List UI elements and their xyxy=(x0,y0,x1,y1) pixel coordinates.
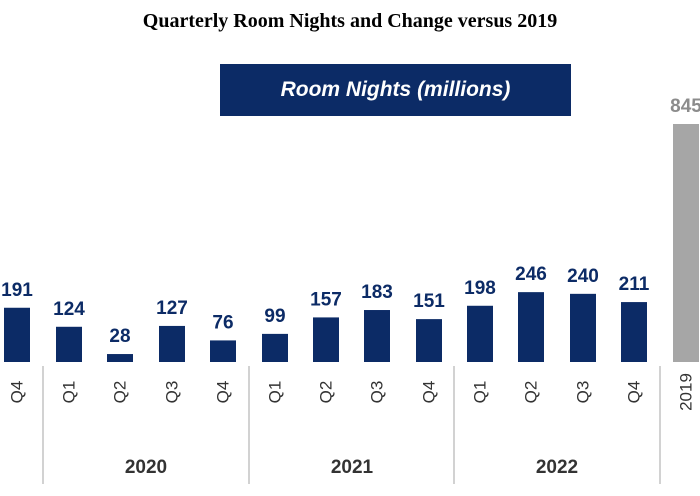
value-label-12: 211 xyxy=(619,274,650,295)
value-label-7: 183 xyxy=(361,282,393,303)
bar-4 xyxy=(210,340,236,362)
tick-label-7: Q3 xyxy=(368,381,387,404)
value-label-0: 191 xyxy=(1,280,33,301)
tick-label-10: Q2 xyxy=(522,381,541,404)
tick-label-4: Q4 xyxy=(214,381,233,404)
bar-10 xyxy=(518,292,544,362)
bar-0 xyxy=(4,307,30,362)
bar-3 xyxy=(159,325,185,362)
tick-label-3: Q3 xyxy=(163,381,182,404)
value-label-6: 157 xyxy=(310,289,342,310)
bar-2 xyxy=(107,354,133,362)
bar-6 xyxy=(313,317,339,362)
tick-label-9: Q1 xyxy=(471,381,490,404)
bar-9 xyxy=(467,305,493,362)
bar-5 xyxy=(262,333,288,362)
value-label-2: 28 xyxy=(109,326,130,347)
value-label-13: 845 xyxy=(670,96,700,117)
value-label-5: 99 xyxy=(264,306,285,327)
bar-12 xyxy=(621,302,647,362)
value-label-9: 198 xyxy=(464,278,496,299)
legend-label: Room Nights (millions) xyxy=(280,78,511,101)
tick-label-11: Q3 xyxy=(574,381,593,404)
tick-label-2: Q2 xyxy=(111,381,130,404)
bar-13 xyxy=(673,124,699,362)
value-label-11: 240 xyxy=(567,266,599,287)
value-label-10: 246 xyxy=(515,264,547,285)
tick-label-12: Q4 xyxy=(625,381,644,404)
chart-title: Quarterly Room Nights and Change versus … xyxy=(142,10,558,32)
tick-label-0: Q4 xyxy=(8,381,27,404)
legend-box: Room Nights (millions) xyxy=(220,64,571,116)
bar-1 xyxy=(56,326,82,362)
bars-group: 191 124 28 127 76 99 157 183 151 198 246 240 211 845 xyxy=(1,96,700,362)
value-label-3: 127 xyxy=(156,298,188,319)
bar-8 xyxy=(416,319,442,362)
axis-group: Q4 Q1 Q2 Q3 Q4 Q1 Q2 Q3 Q4 Q1 Q2 Q3 Q4 2019 2020 2021 20… xyxy=(8,366,696,484)
tick-label-13: 2019 xyxy=(677,373,696,411)
year-label-2022: 2022 xyxy=(536,457,578,478)
bar-11 xyxy=(570,293,596,362)
year-label-2021: 2021 xyxy=(331,457,374,478)
tick-label-5: Q1 xyxy=(266,381,285,404)
tick-label-1: Q1 xyxy=(60,381,79,404)
value-label-8: 151 xyxy=(413,291,445,312)
bar-7 xyxy=(364,310,390,362)
tick-label-8: Q4 xyxy=(420,381,439,404)
tick-label-6: Q2 xyxy=(317,381,336,404)
value-label-4: 76 xyxy=(212,312,233,333)
year-label-2020: 2020 xyxy=(125,457,167,478)
value-label-1: 124 xyxy=(53,299,85,320)
